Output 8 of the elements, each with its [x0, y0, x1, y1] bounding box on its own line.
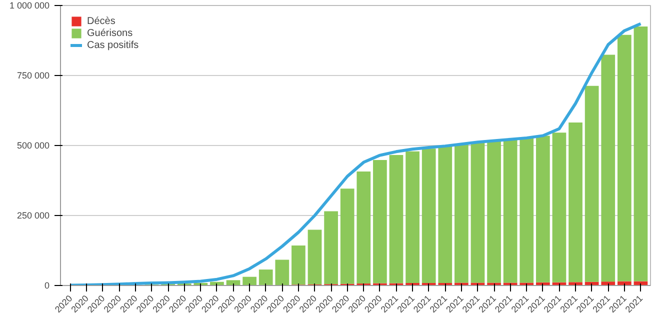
- legend-label: Guérisons: [87, 27, 133, 39]
- legend-label: Décès: [87, 15, 116, 27]
- y-tick-label: 0: [44, 280, 50, 290]
- y-tick-label: 250 000: [16, 210, 50, 220]
- y-tick-label: 1 000 000: [9, 0, 50, 10]
- legend-label: Cas positifs: [87, 39, 139, 51]
- y-tick-label: 750 000: [16, 70, 50, 80]
- y-tick-label: 500 000: [16, 140, 50, 150]
